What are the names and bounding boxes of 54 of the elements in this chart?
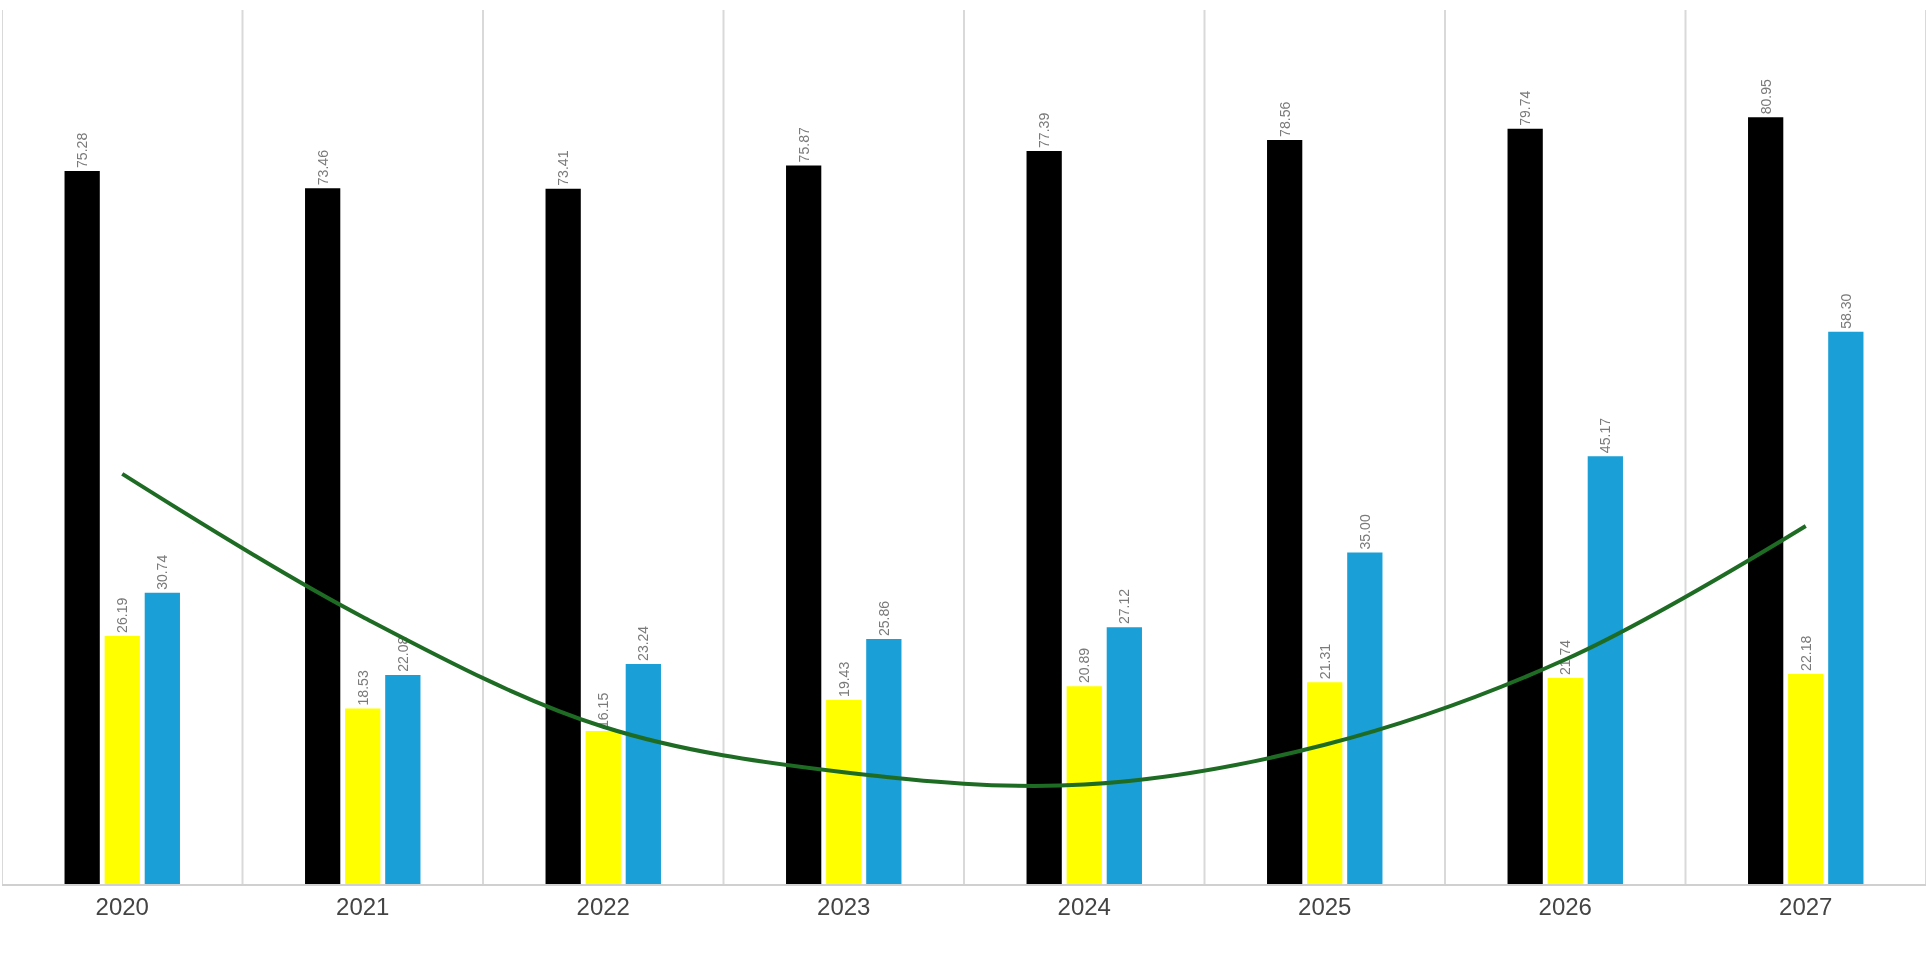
bar	[305, 188, 341, 884]
data-label: 23.24	[635, 625, 652, 661]
data-label: 30.74	[154, 554, 171, 590]
bar	[1106, 627, 1142, 884]
bar	[1307, 682, 1343, 884]
x-tick-label: 2023	[817, 892, 871, 920]
data-label: 21.74	[1557, 639, 1574, 676]
data-label: 78.56	[1276, 101, 1293, 137]
data-label: 79.74	[1517, 90, 1534, 126]
x-tick-label: 2022	[576, 892, 630, 920]
bar	[385, 674, 421, 884]
x-tick-label: 2025	[1298, 892, 1352, 920]
x-tick-label: 2024	[1057, 892, 1111, 920]
data-label: 19.43	[835, 661, 852, 697]
data-label: 22.18	[1797, 635, 1814, 671]
data-label: 27.12	[1116, 588, 1133, 625]
bar	[345, 708, 381, 884]
bar	[64, 171, 100, 884]
data-label: 75.28	[74, 132, 91, 169]
bar	[1828, 331, 1864, 884]
bar	[144, 592, 180, 884]
bar	[786, 165, 822, 884]
bar	[625, 663, 661, 884]
bar	[585, 731, 621, 884]
bar	[826, 699, 862, 884]
x-tick-label: 2027	[1779, 892, 1833, 920]
bar	[1267, 139, 1303, 884]
bar	[1347, 552, 1383, 884]
data-label: 73.41	[555, 150, 572, 186]
data-label: 26.19	[114, 597, 131, 633]
bar	[1788, 673, 1824, 884]
bar	[545, 188, 581, 884]
bar	[1748, 117, 1784, 884]
data-label: 21.31	[1316, 643, 1333, 680]
data-label: 73.46	[314, 149, 331, 186]
bar	[1026, 151, 1062, 884]
data-label: 18.53	[354, 670, 371, 706]
bar	[104, 635, 140, 884]
data-label: 77.39	[1036, 112, 1053, 149]
data-label: 58.30	[1837, 293, 1854, 329]
x-tick-label: 2026	[1538, 892, 1592, 920]
data-label: 20.89	[1076, 647, 1093, 684]
bar	[1066, 686, 1102, 884]
data-label: 35.00	[1356, 514, 1373, 550]
data-label: 45.17	[1597, 417, 1614, 454]
bar	[1507, 128, 1543, 884]
data-label: 25.86	[875, 600, 892, 637]
bar	[1587, 456, 1623, 884]
data-label: 80.95	[1757, 78, 1774, 115]
data-label: 75.87	[795, 127, 812, 163]
bar	[1547, 678, 1583, 884]
x-tick-label: 2020	[95, 892, 149, 920]
bar	[866, 639, 902, 884]
x-tick-label: 2021	[336, 892, 390, 920]
